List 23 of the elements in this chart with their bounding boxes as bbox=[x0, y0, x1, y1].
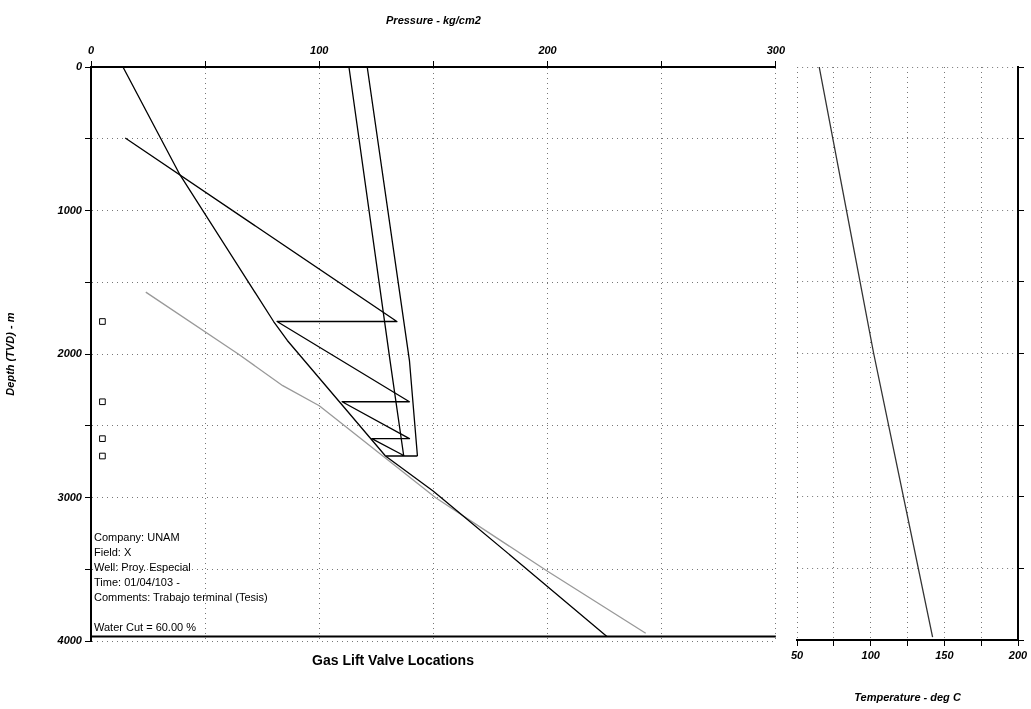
x-tick-label: 50 bbox=[790, 648, 805, 661]
x-tick-label: 100 bbox=[310, 44, 330, 57]
y-tick-label: 0 bbox=[75, 60, 83, 73]
annotation: Comments: Trabajo terminal (Tesis) bbox=[94, 591, 268, 604]
x-axis-title: Temperature - deg C bbox=[854, 691, 962, 704]
annotation: Time: 01/04/103 - bbox=[94, 576, 181, 589]
y-tick-label: 4000 bbox=[56, 634, 83, 647]
annotation: Field: X bbox=[94, 546, 132, 559]
y-tick-label: 2000 bbox=[56, 347, 83, 360]
x-tick-label: 150 bbox=[935, 648, 955, 661]
x-tick-label: 300 bbox=[766, 44, 786, 57]
annotation: Well: Proy. Especial bbox=[94, 561, 191, 574]
y-tick-label: 3000 bbox=[57, 490, 83, 503]
x-tick-label: 100 bbox=[861, 648, 881, 661]
y-tick-label: 1000 bbox=[57, 203, 83, 216]
text: Gas Lift Valve Locations bbox=[312, 652, 475, 669]
y-axis-title: Depth (TVD) - m bbox=[3, 312, 16, 396]
x-axis-title: Pressure - kg/cm2 bbox=[386, 13, 481, 26]
x-tick-label: 200 bbox=[1007, 648, 1029, 661]
annotation: Company: UNAM bbox=[94, 531, 180, 544]
x-tick-label: 200 bbox=[537, 44, 558, 57]
x-tick-label: 0 bbox=[87, 44, 95, 57]
annotation: Water Cut = 60.00 % bbox=[94, 621, 197, 634]
